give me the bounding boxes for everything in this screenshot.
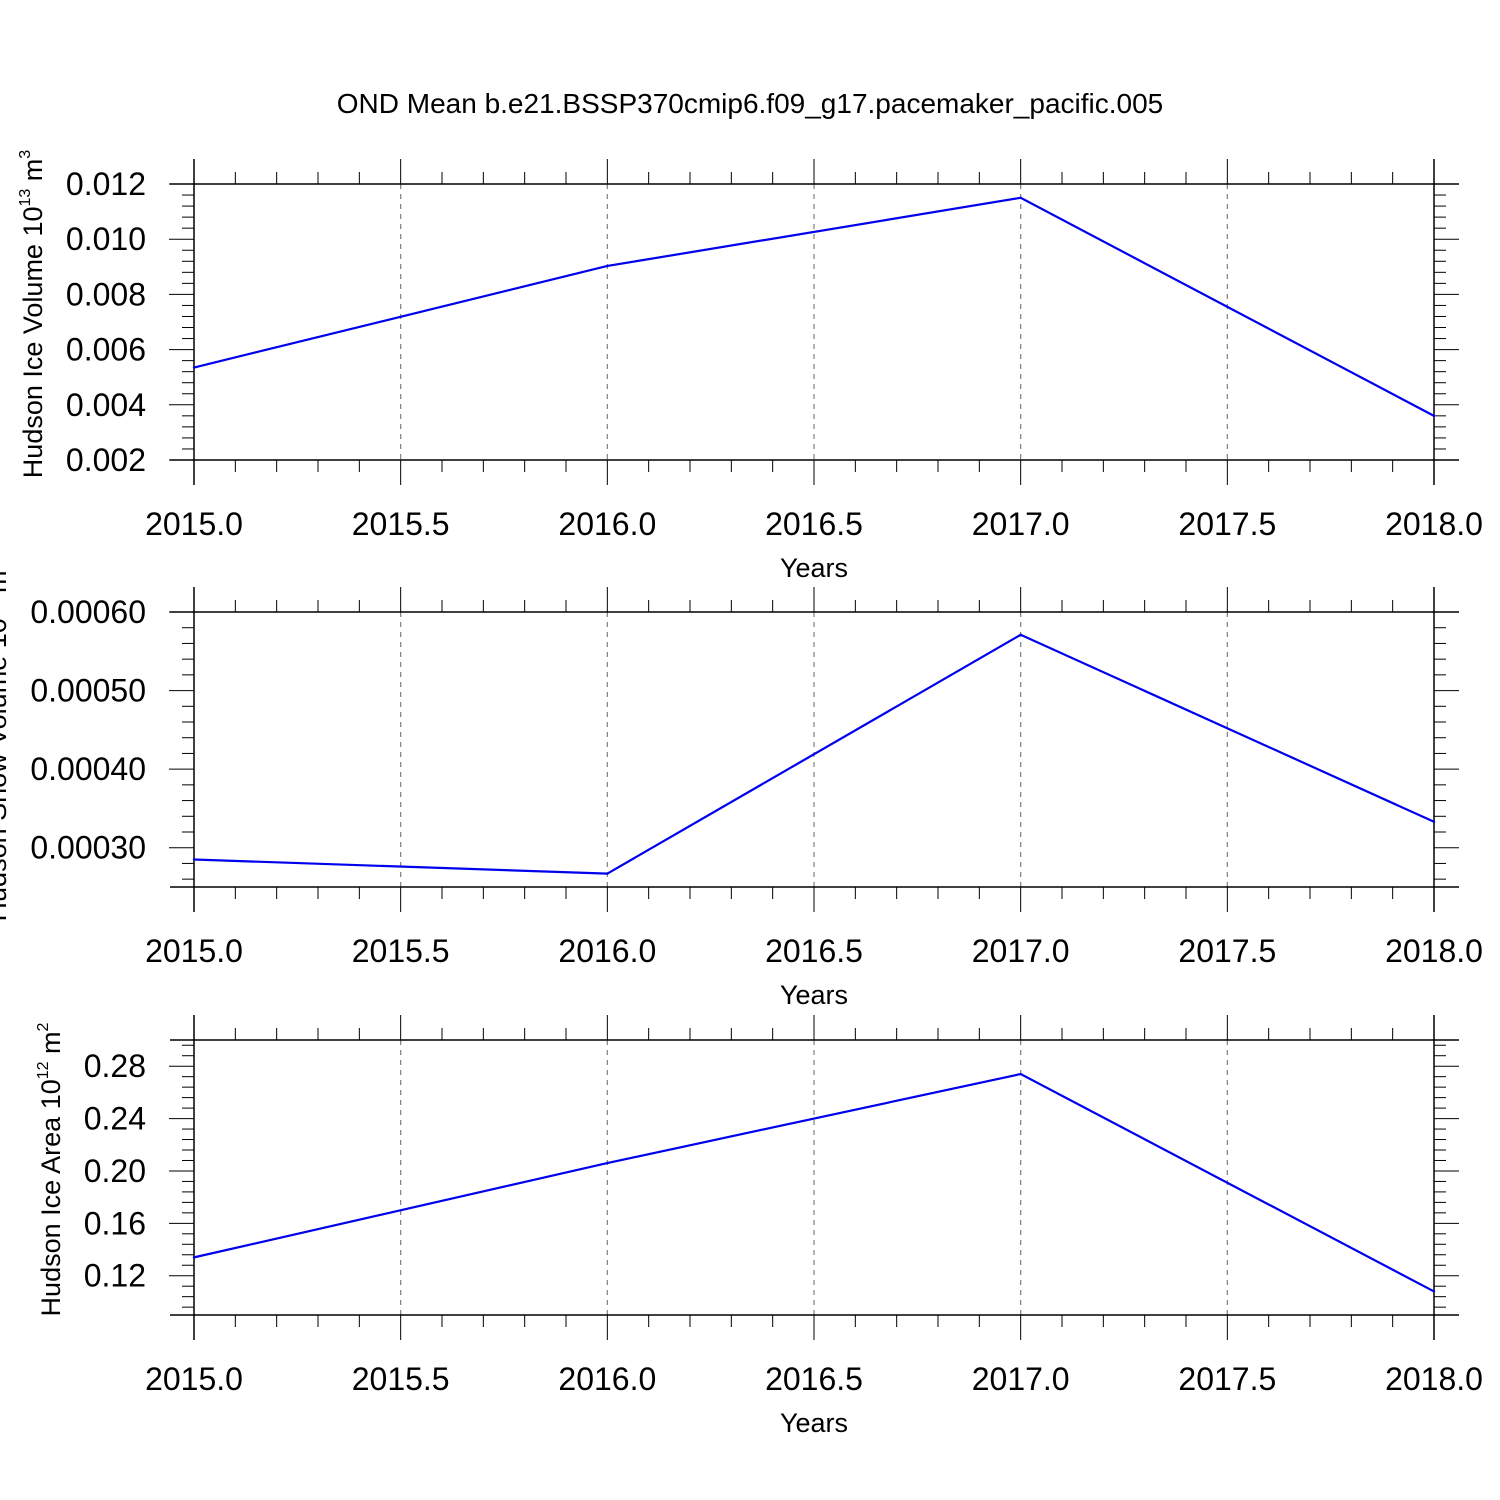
x-tick-label: 2016.0 — [558, 933, 656, 969]
data-point — [1019, 196, 1022, 199]
y-axis-title-text: Hudson Snow Volume 10 — [0, 618, 12, 921]
x-tick-label: 2017.5 — [1178, 933, 1276, 969]
data-point — [1432, 414, 1436, 418]
y-axis-title-exponent: 12 — [35, 1061, 52, 1079]
y-tick-label: 0.24 — [84, 1101, 146, 1137]
chart-title: OND Mean b.e21.BSSP370cmip6.f09_g17.pace… — [337, 88, 1164, 119]
y-tick-label: 0.20 — [84, 1153, 146, 1189]
x-tick-label: 2017.0 — [972, 1361, 1070, 1397]
x-tick-label: 2015.5 — [352, 506, 450, 542]
panel-2: 2015.0 2015.5 2016.0 2016.5 2017.0 2017.5 2018… — [0, 561, 1483, 1010]
panel-3: 2015.0 2015.5 2016.0 2016.5 2017.0 2017.5 2018… — [35, 1015, 1483, 1438]
y-tick-label: 0.006 — [66, 332, 146, 368]
x-tick-label: 2018.0 — [1385, 506, 1483, 542]
data-point — [192, 858, 196, 861]
y-tick-label: 0.00060 — [30, 594, 146, 630]
y-tick-label: 0.00050 — [30, 673, 146, 709]
data-point — [1432, 1290, 1436, 1293]
x-tick-label: 2015.5 — [352, 933, 450, 969]
x-axis-title: Years — [780, 980, 848, 1010]
data-point — [1019, 633, 1022, 636]
series-line-1 — [193, 633, 1435, 875]
data-point — [1019, 1072, 1022, 1076]
x-tick-label: 2017.0 — [972, 506, 1070, 542]
x-tick-label: 2015.0 — [145, 1361, 243, 1397]
y-axis-title-exponent: 13 — [17, 189, 34, 207]
chart-panels: 2015.0 2015.5 2016.0 2016.5 2017.0 2017.5 2018… — [0, 150, 1483, 1438]
data-point — [192, 366, 196, 369]
y-axis-title-unit: m — [18, 159, 48, 189]
panel-1: 2015.0 2015.5 2016.0 2016.5 2017.0 2017.5 2018… — [17, 150, 1483, 583]
y-tick-label: 0.010 — [66, 221, 146, 257]
x-tick-label: 2017.5 — [1178, 1361, 1276, 1397]
y-axis-title-unit-exponent: 2 — [35, 1022, 52, 1031]
y-tick-label: 0.00040 — [30, 751, 146, 787]
x-tick-label: 2016.5 — [765, 1361, 863, 1397]
y-axis-title: Hudson Ice Area 1012 m2 — [35, 1022, 66, 1316]
y-axis-title-unit: m — [0, 570, 12, 600]
y-tick-label: 0.12 — [84, 1258, 146, 1294]
y-tick-label: 0.012 — [66, 166, 146, 202]
x-tick-label: 2016.0 — [558, 506, 656, 542]
y-axis-title-unit-exponent: 3 — [17, 150, 34, 159]
y-axis-title: Hudson Ice Volume 1013 m3 — [17, 150, 48, 478]
data-point — [606, 264, 609, 268]
y-tick-label: 0.002 — [66, 442, 146, 478]
series-line-1 — [193, 196, 1435, 417]
y-axis-title: Hudson Snow Volume 1013 m3 — [0, 561, 12, 921]
x-tick-label: 2017.0 — [972, 933, 1070, 969]
x-tick-label: 2015.0 — [145, 506, 243, 542]
data-point — [606, 872, 609, 875]
x-tick-label: 2018.0 — [1385, 933, 1483, 969]
y-axis-title-text: Hudson Ice Area 10 — [36, 1079, 66, 1316]
data-point — [1432, 820, 1436, 823]
y-tick-label: 0.008 — [66, 276, 146, 312]
y-axis-title-text: Hudson Ice Volume 10 — [18, 207, 48, 479]
x-tick-label: 2017.5 — [1178, 506, 1276, 542]
x-tick-label: 2015.5 — [352, 1361, 450, 1397]
y-tick-label: 0.004 — [66, 387, 146, 423]
y-axis-title-unit: m — [36, 1031, 66, 1061]
y-tick-label: 0.28 — [84, 1048, 146, 1084]
series-line-1 — [193, 1072, 1435, 1293]
x-axis-title: Years — [780, 553, 848, 583]
x-tick-label: 2015.0 — [145, 933, 243, 969]
data-point — [192, 1256, 196, 1259]
x-tick-label: 2016.5 — [765, 933, 863, 969]
x-axis-title: Years — [780, 1408, 848, 1438]
y-tick-label: 0.16 — [84, 1205, 146, 1241]
x-tick-label: 2018.0 — [1385, 1361, 1483, 1397]
y-tick-label: 0.00030 — [30, 830, 146, 866]
x-tick-label: 2016.5 — [765, 506, 863, 542]
data-point — [606, 1161, 609, 1165]
x-tick-label: 2016.0 — [558, 1361, 656, 1397]
